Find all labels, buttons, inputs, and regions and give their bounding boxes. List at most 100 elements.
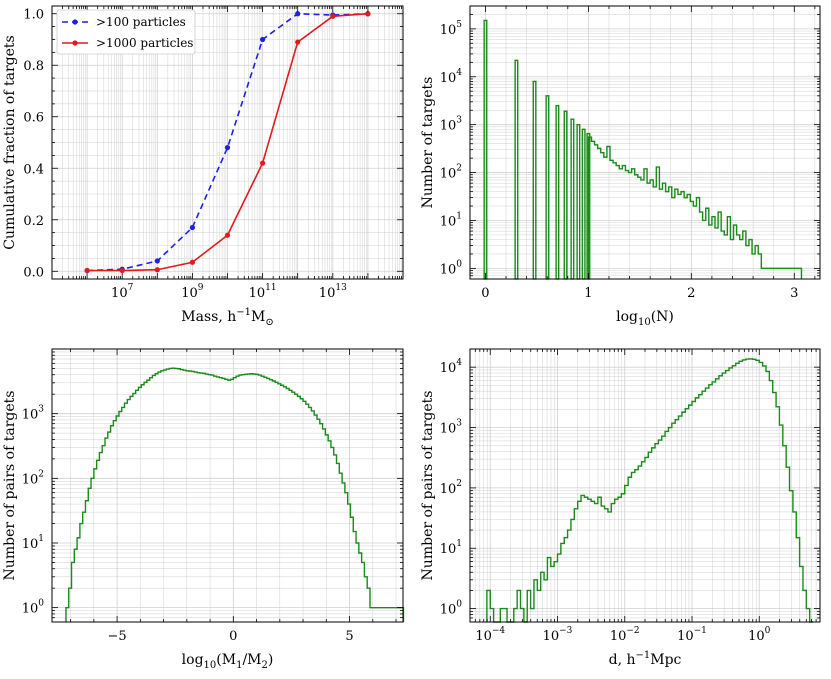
y-tick-label: 105	[440, 20, 463, 38]
x-tick-label: 10−3	[543, 626, 573, 644]
label-part: 10	[22, 472, 39, 487]
label-part: −1	[636, 650, 651, 661]
label-part: 13	[335, 283, 347, 293]
x-tick-label: 1011	[249, 283, 277, 301]
ticks	[469, 348, 821, 623]
label-part: d, h	[609, 652, 636, 668]
y-axis-label: Cumulative fraction of targets	[2, 35, 18, 249]
label-part: Mpc	[650, 652, 681, 668]
label-part: 0	[765, 626, 771, 636]
y-tick-label: 0.0	[23, 265, 44, 280]
plot-frame	[469, 5, 821, 280]
label-part: 10	[440, 361, 457, 376]
label-part: 0.2	[23, 214, 44, 229]
label-part: 2	[262, 660, 268, 671]
label-part: 0.0	[23, 265, 44, 280]
label-part: 0	[38, 599, 44, 609]
y-tick-label: 102	[440, 164, 462, 182]
label-part: Mass, h	[181, 309, 236, 325]
legend-marker	[72, 40, 78, 46]
label-part: 0	[229, 629, 237, 644]
label-part: log	[182, 652, 204, 668]
legend-label: >100 particles	[96, 15, 186, 29]
label-part: 3	[790, 286, 798, 301]
label-part: 2	[38, 469, 44, 479]
label-part: 4	[456, 358, 462, 368]
y-tick-label: 103	[440, 116, 463, 134]
label-part: 10	[440, 71, 457, 86]
label-part: 10	[22, 408, 39, 423]
ticks	[470, 5, 820, 280]
label-part: −4	[492, 626, 506, 636]
x-axis-label: log10(M1/M2)	[182, 652, 274, 671]
label-part: 10	[440, 262, 457, 277]
label-part: 5	[456, 20, 462, 30]
label-part: 1	[456, 539, 462, 549]
y-tick-label: 100	[440, 259, 463, 277]
label-part: 10	[638, 317, 651, 328]
label-part: 1	[38, 534, 44, 544]
x-tick-label: 3	[790, 286, 798, 301]
label-part: 10	[181, 286, 198, 301]
label-part: 10	[748, 629, 765, 644]
label-part: 10	[610, 629, 627, 644]
x-tick-label: 1	[584, 286, 592, 301]
y-tick-label: 100	[22, 599, 45, 617]
grid	[469, 348, 821, 623]
y-tick-label: 104	[440, 68, 463, 86]
label-part: 10	[475, 629, 492, 644]
x-axis-label: log10(N)	[616, 309, 674, 328]
label-part: 10	[204, 660, 217, 671]
y-tick-label: 100	[440, 600, 463, 618]
x-tick-label: 0	[481, 286, 489, 301]
legend-box	[56, 9, 196, 55]
y-tick-label: 0.6	[23, 111, 44, 126]
label-part: (M	[216, 652, 236, 668]
data-point	[295, 39, 301, 45]
label-part: 0.6	[23, 111, 44, 126]
label-part: 0	[456, 259, 462, 269]
y-axis-label: Number of pairs of targets	[420, 391, 436, 581]
y-tick-label: 102	[22, 469, 44, 487]
data-point	[295, 11, 301, 17]
label-part: 10	[440, 603, 457, 618]
label-part: 3	[456, 419, 462, 429]
data-point	[154, 258, 160, 264]
data-point	[330, 13, 336, 19]
label-part: −1	[236, 307, 251, 318]
y-tick-label: 102	[440, 479, 462, 497]
histogram	[483, 19, 803, 280]
histogram-step	[486, 358, 814, 623]
label-part: (N)	[651, 309, 674, 325]
label-part: 0	[481, 286, 489, 301]
x-tick-label: 10−4	[475, 626, 505, 644]
label-part: 2	[687, 286, 695, 301]
x-tick-label: 109	[181, 283, 204, 301]
data-point	[260, 160, 266, 166]
x-tick-label: 1013	[319, 283, 347, 301]
label-part: 0.8	[23, 59, 44, 74]
y-tick-label: 101	[22, 534, 44, 552]
label-part: /M	[242, 652, 261, 668]
label-part: 10	[440, 214, 457, 229]
legend: >100 particles >1000 particles	[56, 9, 196, 55]
x-tick-label: −5	[108, 629, 127, 644]
y-tick-label: 103	[22, 405, 45, 423]
chart-panel-cumulative-fraction: 107 109 1011 10130.00.20.40.60.81.0Cumulati…	[2, 5, 404, 328]
data-point	[154, 267, 160, 273]
label-part: ⊙	[265, 317, 273, 328]
label-part: −1	[694, 626, 707, 636]
label-part: 5	[345, 629, 353, 644]
data-point	[189, 259, 195, 265]
data-point	[224, 145, 231, 151]
y-tick-label: 104	[440, 358, 463, 376]
label-part: −2	[626, 626, 639, 636]
label-part: 1	[236, 660, 242, 671]
label-part: 1	[584, 286, 592, 301]
data-point	[119, 267, 125, 274]
grid	[52, 348, 403, 623]
label-part: 2	[456, 479, 462, 489]
label-part: 11	[265, 283, 276, 293]
